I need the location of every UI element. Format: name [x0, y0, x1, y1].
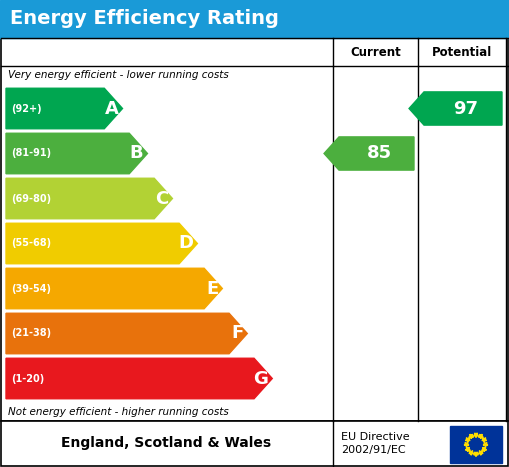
Polygon shape: [6, 133, 148, 174]
Bar: [450, 426, 502, 463]
Text: Energy Efficiency Rating: Energy Efficiency Rating: [10, 9, 279, 28]
Text: 97: 97: [454, 99, 478, 118]
Text: (92+): (92+): [11, 104, 42, 113]
Polygon shape: [6, 88, 123, 129]
Polygon shape: [6, 223, 197, 264]
Polygon shape: [482, 447, 487, 452]
Text: D: D: [178, 234, 193, 253]
Polygon shape: [478, 434, 483, 439]
Text: Potential: Potential: [432, 45, 492, 58]
Bar: [1, 38, 508, 421]
Text: (69-80): (69-80): [11, 193, 51, 204]
Text: E: E: [206, 280, 218, 297]
Text: (81-91): (81-91): [11, 149, 51, 158]
Text: Not energy efficient - higher running costs: Not energy efficient - higher running co…: [8, 407, 229, 417]
Polygon shape: [483, 442, 488, 447]
Polygon shape: [324, 137, 414, 170]
Polygon shape: [469, 434, 474, 439]
Polygon shape: [6, 313, 247, 354]
Text: A: A: [105, 99, 119, 118]
Text: (55-68): (55-68): [11, 239, 51, 248]
Polygon shape: [465, 438, 470, 442]
Text: (1-20): (1-20): [11, 374, 44, 383]
Polygon shape: [6, 268, 222, 309]
Text: England, Scotland & Wales: England, Scotland & Wales: [62, 437, 272, 451]
Text: (39-54): (39-54): [11, 283, 51, 293]
Polygon shape: [478, 451, 483, 455]
Polygon shape: [409, 92, 502, 125]
Text: B: B: [130, 144, 144, 163]
Polygon shape: [469, 451, 474, 455]
Polygon shape: [465, 447, 470, 452]
Bar: [1, 421, 508, 466]
Polygon shape: [482, 438, 487, 442]
Polygon shape: [473, 452, 478, 457]
Text: EU Directive
2002/91/EC: EU Directive 2002/91/EC: [341, 432, 410, 455]
Bar: [0, 0, 509, 38]
Polygon shape: [6, 358, 272, 399]
Text: (21-38): (21-38): [11, 328, 51, 339]
Text: Very energy efficient - lower running costs: Very energy efficient - lower running co…: [8, 70, 229, 80]
Text: F: F: [231, 325, 243, 342]
Polygon shape: [464, 442, 469, 447]
Polygon shape: [6, 178, 173, 219]
Text: 85: 85: [367, 144, 392, 163]
Text: Current: Current: [350, 45, 401, 58]
Text: G: G: [253, 369, 268, 388]
Polygon shape: [473, 433, 478, 438]
Text: C: C: [155, 190, 168, 207]
